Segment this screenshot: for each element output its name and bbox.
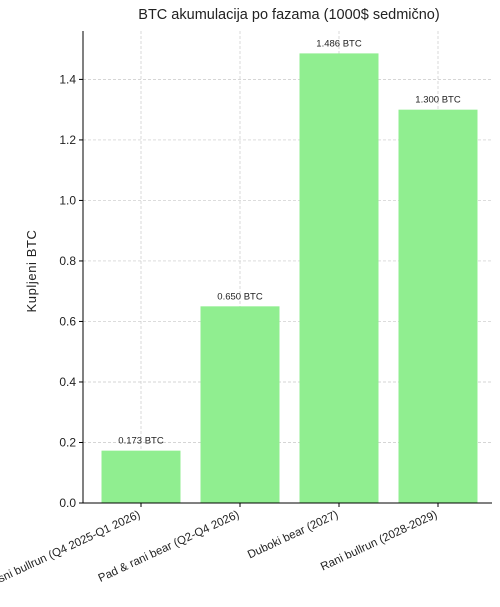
y-tick-label: 0.2	[59, 435, 76, 449]
y-tick-label: 0.0	[59, 496, 76, 510]
y-tick-label: 1.4	[59, 72, 76, 86]
bars	[101, 53, 478, 504]
axes	[79, 31, 492, 507]
y-tick-label: 1.2	[59, 133, 76, 147]
y-tick-label: 0.6	[59, 314, 76, 328]
data-label: 1.300 BTC	[415, 95, 461, 106]
bar	[398, 109, 478, 504]
bar	[101, 450, 181, 503]
bar	[299, 53, 379, 504]
y-tick-label: 1.0	[59, 193, 76, 207]
y-axis-label: Kupljeni BTC	[24, 229, 39, 312]
chart-title: BTC akumulacija po fazama (1000$ sedmičn…	[138, 7, 439, 23]
x-tick-label: Duboki bear (2027)	[246, 509, 340, 562]
bar	[200, 306, 280, 503]
data-label: 0.650 BTC	[217, 291, 263, 302]
x-tick-label: Kasni bullrun (Q4 2025-Q1 2026)	[0, 509, 142, 592]
data-label: 1.486 BTC	[316, 38, 362, 49]
y-tick-label: 0.4	[59, 375, 76, 389]
y-tick-label: 0.8	[59, 254, 76, 268]
data-label: 0.173 BTC	[118, 436, 164, 447]
